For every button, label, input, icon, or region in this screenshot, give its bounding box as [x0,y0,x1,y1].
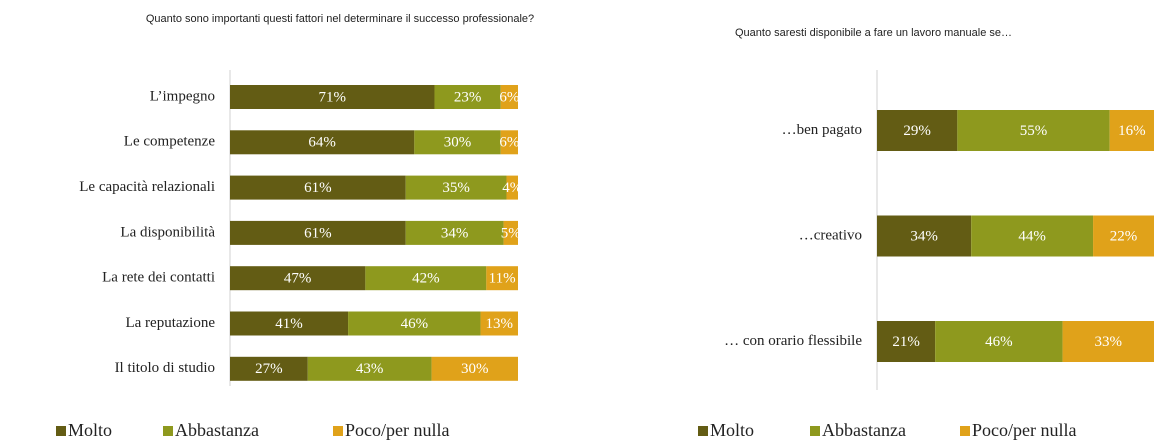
bar-segment [230,266,366,291]
bar-segment [405,175,507,200]
bar-segment [405,220,504,245]
bar-segment [230,175,406,200]
value-label: 34% [910,228,938,244]
legend-label: Abbastanza [175,420,259,440]
value-label: 46% [401,316,429,332]
legend-label: Poco/per nulla [972,420,1076,440]
category-label: Il titolo di studio [115,360,215,376]
legend-label: Abbastanza [822,420,906,440]
bar-segment [506,175,518,200]
legend-swatch [56,426,66,436]
category-label: …creativo [799,227,862,243]
category-label: L’impegno [150,88,215,104]
value-label: 44% [1018,228,1046,244]
bar-segment [500,85,518,109]
bar-segment [877,110,958,151]
value-label: 61% [304,180,332,196]
bar-segment [1062,321,1154,362]
bar-segment [486,266,518,291]
category-label: La reputazione [125,315,215,331]
legend-swatch [698,426,708,436]
legend-label: Molto [68,420,112,440]
bar-segment [434,85,501,109]
bar-segment [230,356,308,381]
bar-segment [877,215,972,257]
value-label: 11% [489,271,516,287]
bar-segment [230,311,349,336]
bar-segment [348,311,481,336]
value-label: 21% [892,334,920,350]
value-label: 30% [461,361,489,377]
bar-segment [877,321,936,362]
value-label: 41% [275,316,303,332]
category-label: La rete dei contatti [102,270,215,286]
legend-swatch [960,426,970,436]
value-label: 27% [255,361,283,377]
value-label: 33% [1095,334,1123,350]
value-label: 16% [1118,123,1146,139]
chart-title: Quanto sono importanti questi fattori ne… [145,13,535,25]
value-label: 35% [442,180,470,196]
bar-segment [230,220,406,245]
bar-segment [230,130,415,155]
value-label: 13% [486,316,514,332]
category-label: Le capacità relazionali [79,179,215,195]
category-label: La disponibilità [120,224,215,240]
value-label: 23% [454,89,482,105]
value-label: 47% [284,271,312,287]
legend-label: Molto [710,420,754,440]
bar-segment [431,356,518,381]
value-label: 46% [985,334,1013,350]
value-label: 42% [412,271,440,287]
category-label: Le competenze [124,134,216,150]
value-label: 55% [1020,123,1048,139]
value-label: 71% [318,89,346,105]
value-label: 5% [501,225,521,241]
legend-swatch [333,426,343,436]
bar-segment [414,130,501,155]
bar-segment [1093,215,1154,257]
category-label: … con orario flessibile [724,333,862,349]
bar-segment [503,220,518,245]
bar-segment [307,356,432,381]
chart-title: Quanto saresti disponibile a fare un lav… [735,27,1012,39]
bar-segment [500,130,518,155]
bar-segment [971,215,1094,257]
bar-segment [480,311,518,336]
bar-segment [1109,110,1154,151]
legend-swatch [810,426,820,436]
value-label: 61% [304,225,332,241]
legend-swatch [163,426,173,436]
value-label: 34% [441,225,469,241]
value-label: 6% [499,135,519,151]
value-label: 43% [356,361,384,377]
bar-segment [230,85,435,109]
value-label: 6% [499,89,519,105]
value-label: 4% [502,180,522,196]
value-label: 29% [903,123,931,139]
value-label: 30% [444,135,472,151]
legend-label: Poco/per nulla [345,420,449,440]
value-label: 22% [1110,228,1138,244]
value-label: 64% [308,135,336,151]
category-label: …ben pagato [782,122,862,138]
bar-segment [365,266,487,291]
bar-segment [957,110,1110,151]
bar-segment [935,321,1063,362]
